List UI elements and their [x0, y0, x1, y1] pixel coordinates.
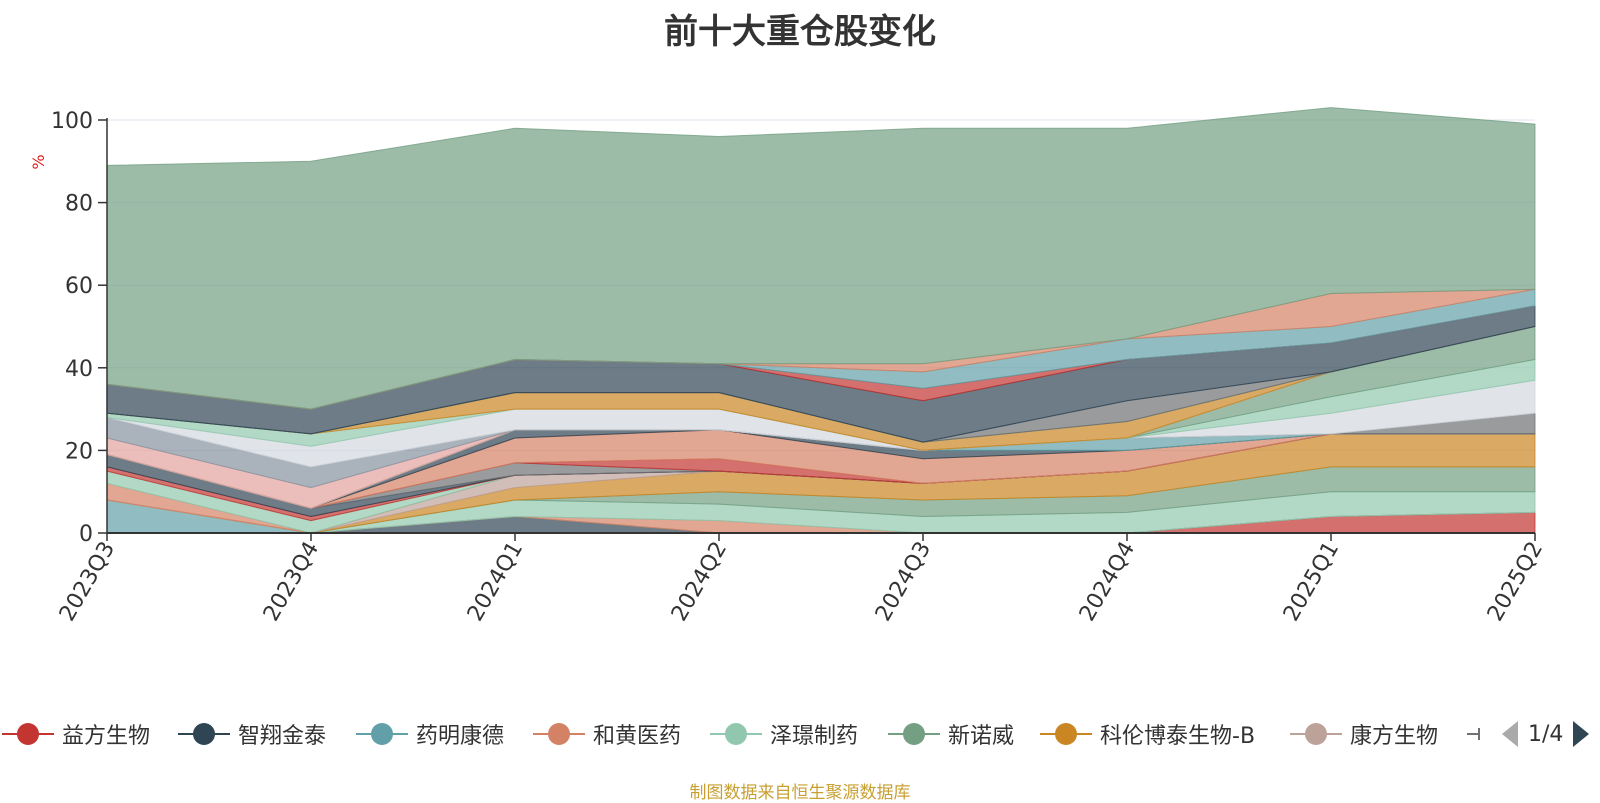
x-tick-label: 2025Q2 [1483, 538, 1548, 626]
y-tick-label: 100 [51, 109, 93, 134]
y-tick-label: 20 [65, 439, 93, 464]
x-tick-label: 2023Q3 [55, 538, 120, 626]
legend-prev-icon[interactable] [1500, 719, 1520, 749]
data-source-note: 制图数据来自恒生聚源数据库 [689, 783, 911, 803]
legend-label: 新诺威 [948, 724, 1015, 749]
legend-marker-icon [710, 723, 762, 745]
legend-label: 科伦博泰生物-B [1100, 724, 1256, 749]
legend-label: 智翔金泰 [238, 724, 327, 749]
x-tick-label: 2024Q3 [871, 538, 936, 626]
legend-next-icon[interactable] [1571, 719, 1591, 749]
legend-item[interactable]: 和黄医药 [533, 714, 681, 754]
legend-pager: 1/4 [1500, 714, 1591, 754]
y-tick-label: 80 [65, 192, 93, 217]
legend-item[interactable]: 新诺威 [888, 714, 1014, 754]
y-tick-label: 0 [79, 522, 93, 547]
area-layer-32 [106, 107, 1536, 410]
legend-label: 药明康德 [416, 724, 505, 749]
legend-marker-icon [888, 723, 940, 745]
x-tick-label: 2025Q1 [1279, 538, 1344, 626]
x-tick-label: 2023Q4 [259, 538, 324, 626]
x-tick-label: 2024Q1 [463, 538, 528, 626]
x-tick-label: 2024Q4 [1075, 538, 1140, 626]
y-tick-label: 60 [65, 274, 93, 299]
legend-item[interactable]: 科伦博泰生物-B [1040, 714, 1255, 754]
legend-marker-icon [356, 723, 408, 745]
legend-marker-icon [1290, 723, 1342, 745]
legend-marker-icon [533, 723, 585, 745]
stacked-area-chart: 0 20 40 60 80 100% 2023Q3 2023Q4 2024Q1 2024Q2 202… [29, 107, 1548, 626]
legend-item[interactable]: 药明康德 [356, 714, 504, 754]
legend-marker-icon [2, 723, 54, 745]
chart-title: 前十大重仓股变化 [664, 12, 936, 52]
legend-label: 泽璟制药 [770, 724, 859, 749]
legend-label: 益方生物 [62, 724, 151, 749]
legend-item[interactable]: 益方生物 [2, 714, 150, 754]
x-tick-label: 2024Q2 [667, 538, 732, 626]
legend-marker-icon [178, 723, 230, 745]
legend-item[interactable]: 智翔金泰 [178, 714, 326, 754]
legend-item[interactable]: 康方生物 [1290, 714, 1438, 754]
legend-label: 和黄医药 [593, 724, 682, 749]
legend: 益方生物 智翔金泰 药明康德 和黄医药 泽璟制药 新诺威 科伦博泰生物-B 康方生物 [0, 714, 1600, 754]
legend-label: 康方生物 [1350, 724, 1439, 749]
legend-item[interactable]: 泽璟制药 [710, 714, 858, 754]
y-axis-label: % [29, 154, 48, 169]
legend-truncated-marker-icon [1467, 728, 1480, 740]
legend-page-indicator: 1/4 [1528, 721, 1564, 747]
legend-marker-icon [1040, 723, 1092, 745]
y-tick-label: 40 [65, 357, 93, 382]
